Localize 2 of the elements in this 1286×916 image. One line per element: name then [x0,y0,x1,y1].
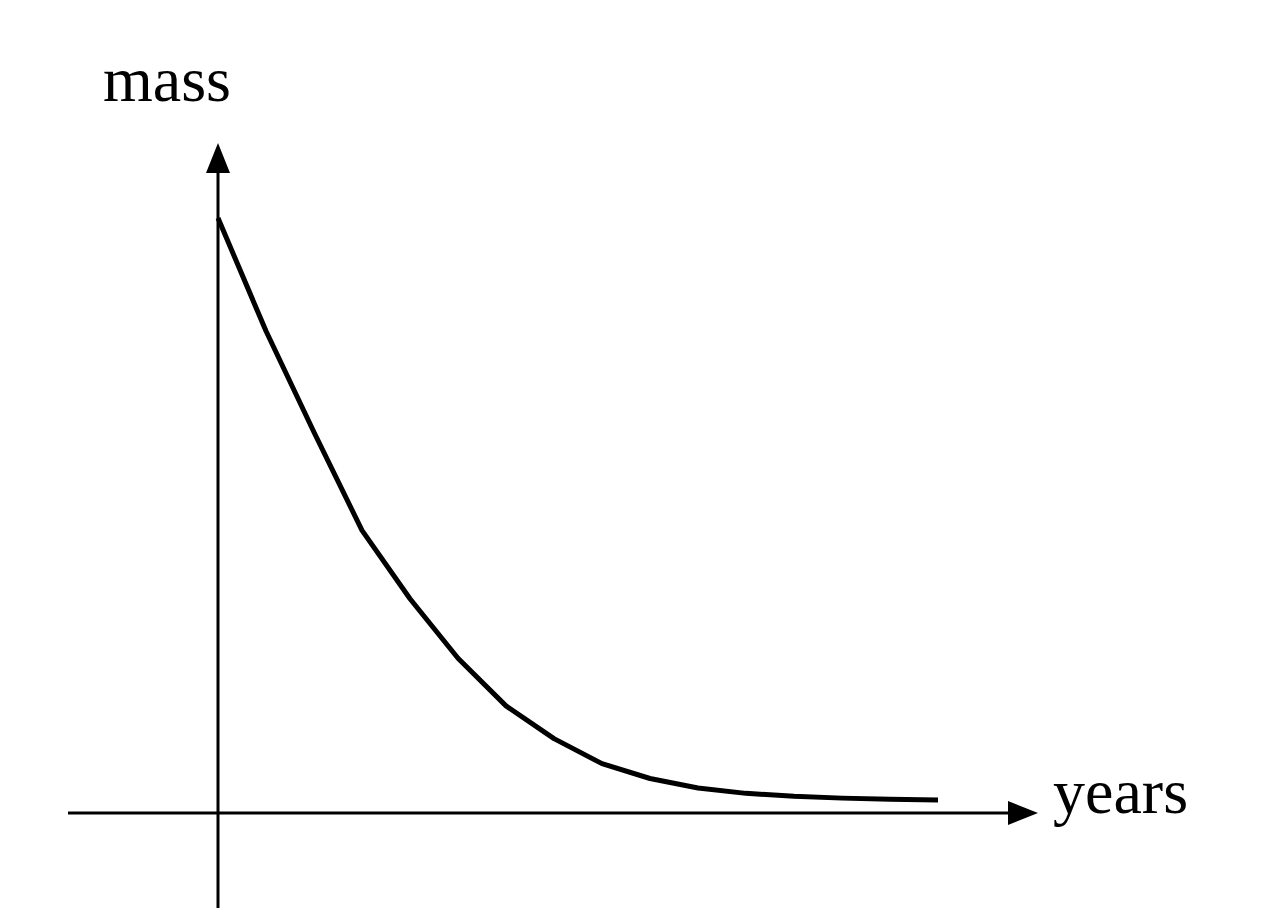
y-axis-title: mass [103,43,231,117]
x-axis-title: years [1053,755,1189,829]
